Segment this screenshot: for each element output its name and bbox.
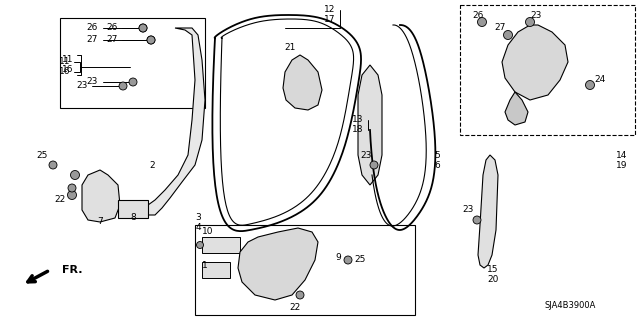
Text: 27: 27	[86, 35, 98, 44]
Polygon shape	[478, 155, 498, 268]
Circle shape	[147, 36, 155, 44]
Text: 23: 23	[86, 78, 98, 86]
Circle shape	[296, 291, 304, 299]
Polygon shape	[82, 170, 120, 222]
Text: 27: 27	[494, 24, 506, 33]
Circle shape	[129, 78, 137, 86]
Polygon shape	[283, 55, 322, 110]
Bar	[195, 225, 415, 315]
Text: 18: 18	[352, 125, 364, 135]
Text: 23: 23	[76, 81, 88, 91]
Text: 25: 25	[355, 256, 365, 264]
Circle shape	[525, 18, 534, 26]
Text: 8: 8	[130, 213, 136, 222]
Circle shape	[586, 80, 595, 90]
Text: 21: 21	[284, 43, 296, 53]
Bar	[202, 237, 240, 253]
Text: 24: 24	[595, 76, 605, 85]
Circle shape	[344, 256, 352, 264]
Text: 3: 3	[195, 213, 201, 222]
Text: 16: 16	[60, 68, 71, 77]
Bar	[460, 5, 635, 135]
Circle shape	[68, 184, 76, 192]
Polygon shape	[148, 28, 205, 215]
Polygon shape	[358, 65, 382, 185]
Circle shape	[119, 82, 127, 90]
Text: SJA4B3900A: SJA4B3900A	[544, 300, 596, 309]
Circle shape	[473, 216, 481, 224]
Text: 9: 9	[335, 253, 341, 262]
Bar	[60, 18, 205, 108]
Text: 23: 23	[360, 151, 372, 160]
Text: 16: 16	[62, 65, 74, 75]
Bar	[202, 262, 230, 278]
Circle shape	[139, 24, 147, 32]
Text: 19: 19	[616, 160, 628, 169]
Text: 15: 15	[487, 265, 499, 275]
Text: 25: 25	[36, 151, 48, 160]
Text: 14: 14	[616, 151, 628, 160]
Text: 4: 4	[195, 224, 201, 233]
Text: 11: 11	[62, 56, 74, 64]
Text: 23: 23	[462, 205, 474, 214]
Text: 11: 11	[60, 57, 71, 66]
Circle shape	[49, 161, 57, 169]
Circle shape	[147, 36, 155, 44]
Circle shape	[504, 31, 513, 40]
Text: 20: 20	[487, 276, 499, 285]
Text: 7: 7	[97, 218, 103, 226]
Text: 27: 27	[106, 35, 118, 44]
Text: 1: 1	[202, 261, 208, 270]
Circle shape	[477, 18, 486, 26]
Text: FR.: FR.	[62, 265, 83, 275]
Bar	[118, 200, 148, 218]
Circle shape	[139, 24, 147, 32]
Text: 26: 26	[472, 11, 484, 19]
Circle shape	[70, 170, 79, 180]
Circle shape	[196, 241, 204, 249]
Text: 13: 13	[352, 115, 364, 124]
Circle shape	[370, 161, 378, 169]
Circle shape	[67, 190, 77, 199]
Text: 22: 22	[54, 196, 66, 204]
Polygon shape	[238, 228, 318, 300]
Text: 17: 17	[324, 16, 336, 25]
Polygon shape	[505, 92, 528, 125]
Text: 26: 26	[106, 24, 118, 33]
Text: 10: 10	[202, 227, 214, 236]
Text: 6: 6	[434, 160, 440, 169]
Polygon shape	[502, 25, 568, 100]
Text: 22: 22	[289, 302, 301, 311]
Text: 26: 26	[86, 24, 98, 33]
Text: 23: 23	[531, 11, 541, 19]
Text: 12: 12	[324, 5, 336, 14]
Text: 2: 2	[149, 160, 155, 169]
Text: 5: 5	[434, 151, 440, 160]
